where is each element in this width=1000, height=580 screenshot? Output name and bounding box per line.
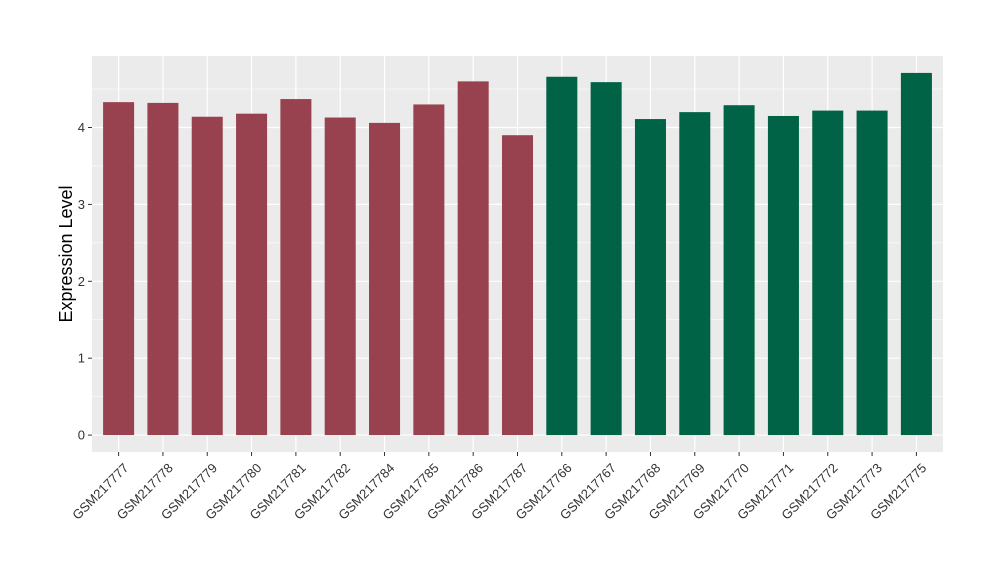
bar-GSM217779 — [191, 116, 223, 436]
bar-GSM217781 — [280, 99, 312, 436]
y-tick-label: 0 — [78, 428, 85, 443]
y-tick-label: 3 — [78, 197, 85, 212]
bar-GSM217785 — [413, 104, 445, 436]
bar-GSM217786 — [457, 81, 489, 436]
bar-GSM217771 — [767, 115, 799, 436]
y-tick-label: 1 — [78, 351, 85, 366]
bar-GSM217775 — [900, 72, 932, 436]
bar-GSM217768 — [634, 119, 666, 436]
bar-GSM217780 — [236, 113, 268, 436]
bar-GSM217772 — [812, 110, 844, 436]
bar-GSM217778 — [147, 102, 179, 436]
bar-GSM217782 — [324, 117, 356, 436]
bar-GSM217767 — [590, 82, 622, 436]
x-axis: GSM217777GSM217778GSM217779GSM217780GSM2… — [69, 452, 929, 523]
bar-GSM217770 — [723, 105, 755, 436]
bar-GSM217777 — [103, 102, 135, 436]
bar-GSM217784 — [369, 122, 401, 436]
y-axis: 0 1 2 3 4 — [78, 120, 92, 443]
y-tick-label: 2 — [78, 274, 85, 289]
bar-GSM217787 — [501, 135, 534, 436]
bar-GSM217766 — [546, 76, 578, 436]
y-tick-label: 4 — [78, 120, 85, 135]
y-axis-title: Expression Level — [56, 185, 76, 322]
bar-GSM217769 — [679, 112, 711, 436]
bar-GSM217773 — [856, 110, 888, 436]
bars — [103, 72, 932, 436]
